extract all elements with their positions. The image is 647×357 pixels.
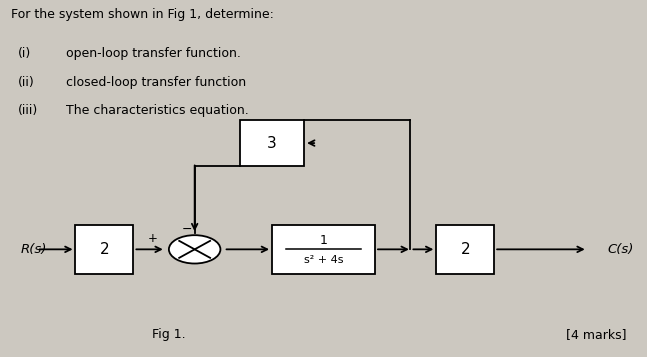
Text: −: − bbox=[182, 223, 192, 236]
Text: [4 marks]: [4 marks] bbox=[565, 328, 626, 341]
Bar bbox=[272, 225, 375, 274]
Bar bbox=[240, 120, 304, 166]
Text: The characteristics equation.: The characteristics equation. bbox=[66, 104, 248, 117]
Text: (i): (i) bbox=[17, 47, 31, 60]
Text: C(s): C(s) bbox=[607, 243, 633, 256]
Bar bbox=[436, 225, 494, 274]
Text: For the system shown in Fig 1, determine:: For the system shown in Fig 1, determine… bbox=[11, 9, 274, 21]
Text: (iii): (iii) bbox=[17, 104, 38, 117]
Bar bbox=[76, 225, 133, 274]
Text: (ii): (ii) bbox=[17, 76, 34, 89]
Text: 2: 2 bbox=[100, 242, 109, 257]
Text: +: + bbox=[148, 232, 158, 245]
Text: R(s): R(s) bbox=[21, 243, 47, 256]
Text: Fig 1.: Fig 1. bbox=[152, 328, 186, 341]
Text: 3: 3 bbox=[267, 136, 277, 151]
Text: 1: 1 bbox=[320, 234, 327, 247]
Text: closed-loop transfer function: closed-loop transfer function bbox=[66, 76, 246, 89]
Circle shape bbox=[169, 235, 221, 263]
Text: open-loop transfer function.: open-loop transfer function. bbox=[66, 47, 241, 60]
Text: s² + 4s: s² + 4s bbox=[303, 255, 344, 265]
Text: 2: 2 bbox=[461, 242, 470, 257]
